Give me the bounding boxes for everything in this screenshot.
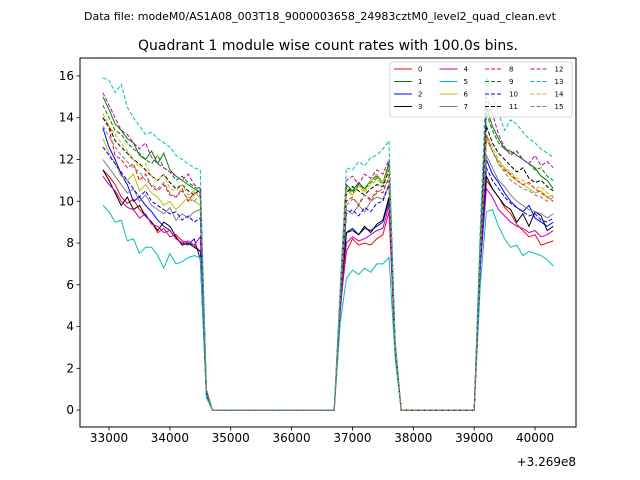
legend-label: 12	[555, 66, 564, 74]
y-tick-label: 8	[66, 236, 74, 250]
legend-entry-3: 3	[394, 103, 422, 111]
series-line-13	[102, 75, 554, 411]
legend-entry-4: 4	[439, 66, 469, 74]
y-tick-label: 2	[66, 361, 74, 375]
legend-label: 1	[418, 78, 422, 86]
legend-entry-2: 2	[394, 91, 422, 99]
series-line-3	[102, 169, 554, 411]
x-tick-label: 36000	[273, 431, 311, 445]
legend-label: 3	[418, 103, 422, 111]
x-offset-label: +3.269e8	[517, 455, 576, 469]
legend-label: 0	[418, 66, 422, 74]
legend-label: 2	[418, 91, 422, 99]
legend-label: 8	[509, 66, 513, 74]
axis-ticks: 33000 34000 35000 36000 37000 38000 39000 40000…	[59, 69, 554, 445]
legend-entry-7: 7	[439, 103, 468, 111]
series-line-4	[102, 175, 554, 411]
suptitle: Data file: modeM0/AS1A08_003T18_90000036…	[84, 10, 557, 23]
x-tick-label: 33000	[90, 431, 128, 445]
series-line-0	[102, 169, 554, 411]
legend-label: 15	[555, 103, 564, 111]
legend-entry-14: 14	[530, 91, 564, 99]
x-tick-label: 34000	[151, 431, 189, 445]
legend-entry-10: 10	[485, 91, 518, 99]
legend-label: 14	[555, 91, 564, 99]
x-tick-label: 40000	[516, 431, 554, 445]
y-tick-label: 14	[59, 111, 74, 125]
legend-entry-15: 15	[530, 103, 564, 111]
legend-label: 6	[464, 91, 469, 99]
legend-entry-0: 0	[394, 66, 422, 74]
x-tick-label: 35000	[212, 431, 250, 445]
series-line-15	[102, 125, 554, 411]
plot-lines	[102, 75, 554, 411]
legend-label: 11	[509, 103, 518, 111]
legend-label: 9	[509, 78, 513, 86]
y-tick-label: 6	[66, 278, 74, 292]
y-tick-label: 4	[66, 320, 74, 334]
legend-entry-5: 5	[439, 78, 468, 86]
series-line-10	[102, 146, 554, 411]
legend-label: 4	[464, 66, 469, 74]
legend-entry-6: 6	[439, 91, 469, 99]
series-line-14	[102, 113, 554, 411]
y-tick-label: 12	[59, 152, 74, 166]
legend-label: 13	[555, 78, 564, 86]
legend-entry-9: 9	[485, 78, 513, 86]
x-tick-label: 38000	[394, 431, 432, 445]
legend-entry-11: 11	[485, 103, 518, 111]
legend-entry-13: 13	[530, 78, 564, 86]
y-tick-label: 16	[59, 69, 74, 83]
legend-label: 5	[464, 78, 468, 86]
legend-entry-8: 8	[485, 66, 513, 74]
y-tick-label: 0	[66, 403, 74, 417]
x-tick-label: 37000	[333, 431, 371, 445]
legend-label: 7	[464, 103, 468, 111]
legend-entry-1: 1	[394, 78, 422, 86]
legend-box	[389, 61, 573, 118]
axes-frame	[79, 57, 577, 428]
x-tick-label: 39000	[455, 431, 493, 445]
legend-entry-12: 12	[530, 66, 564, 74]
chart-title: Quadrant 1 module wise count rates with …	[138, 38, 518, 54]
y-tick-label: 10	[59, 194, 74, 208]
legend-label: 10	[509, 91, 518, 99]
